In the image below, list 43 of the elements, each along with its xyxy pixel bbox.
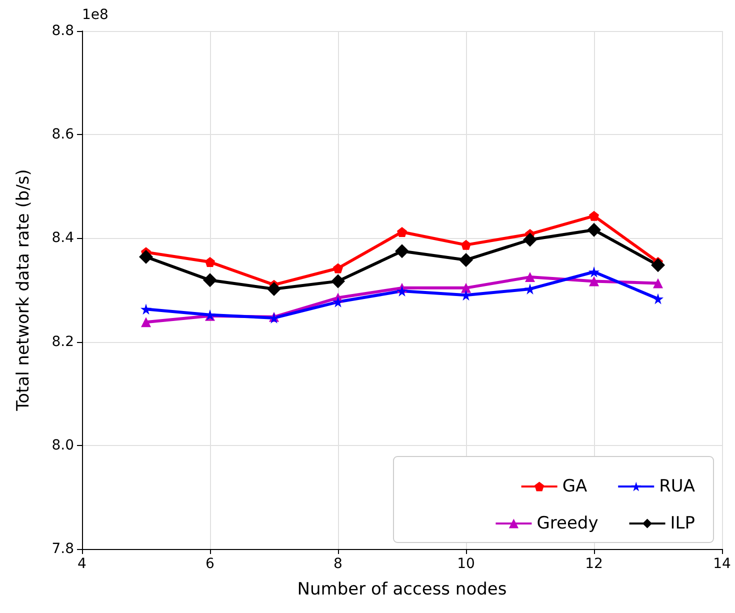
x-axis-title: Number of access nodes bbox=[297, 580, 507, 600]
point bbox=[141, 317, 151, 328]
y-tick-label: 8.6 bbox=[52, 126, 74, 143]
point bbox=[267, 282, 281, 296]
point bbox=[333, 263, 343, 274]
y-tick-label: 8.2 bbox=[52, 334, 74, 350]
legend-label: GA bbox=[562, 476, 588, 496]
point bbox=[140, 304, 152, 315]
point bbox=[461, 240, 471, 250]
point bbox=[587, 222, 601, 237]
y-tick-label: 8.4 bbox=[52, 230, 74, 246]
y-tick-label: 8.0 bbox=[52, 437, 74, 454]
point bbox=[523, 232, 537, 247]
point bbox=[589, 276, 599, 286]
point bbox=[139, 250, 153, 264]
point bbox=[461, 282, 471, 293]
y-axis-title: Total network data rate (b/s) bbox=[14, 169, 34, 412]
point bbox=[651, 258, 665, 272]
x-tick-label: 6 bbox=[206, 556, 215, 572]
x-tick-label: 8 bbox=[334, 556, 342, 572]
point bbox=[525, 272, 535, 282]
x-tick-label: 14 bbox=[713, 556, 731, 572]
point bbox=[332, 296, 344, 308]
point bbox=[205, 257, 215, 268]
x-tick-label: 12 bbox=[585, 556, 603, 572]
x-tick-label: 10 bbox=[457, 556, 475, 572]
point bbox=[395, 244, 409, 258]
point bbox=[588, 266, 600, 278]
legend-label: RUA bbox=[659, 476, 696, 496]
point bbox=[397, 226, 407, 237]
point bbox=[396, 286, 408, 297]
y-tick-label: 7.8 bbox=[52, 541, 74, 557]
x-tick-label: 4 bbox=[78, 556, 87, 572]
legend-label: Greedy bbox=[536, 514, 598, 534]
text: 1e8 bbox=[82, 7, 108, 23]
point bbox=[203, 273, 217, 288]
point bbox=[652, 293, 664, 304]
point bbox=[331, 274, 345, 288]
point bbox=[589, 210, 599, 221]
y-tick-label: 8.8 bbox=[52, 23, 74, 39]
legend-label: ILP bbox=[670, 514, 696, 534]
point bbox=[459, 252, 473, 267]
point bbox=[653, 278, 663, 288]
